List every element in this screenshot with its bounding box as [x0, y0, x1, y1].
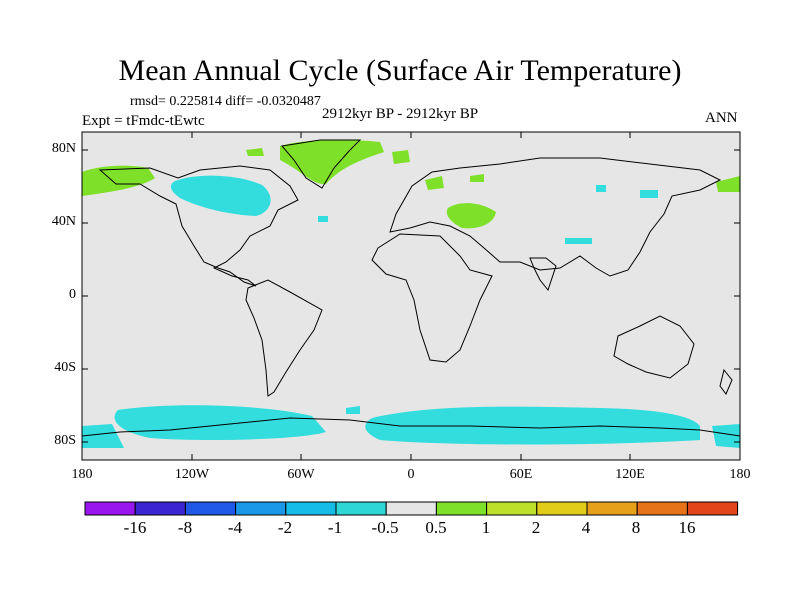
warm-anomaly-scandinavia	[425, 176, 444, 190]
colorbar-label: 2	[531, 518, 541, 537]
warm-anomaly-caspian	[446, 203, 496, 229]
colorbar-label: -0.5	[371, 518, 399, 537]
colorbar-label: 1	[481, 518, 491, 537]
colorbar-swatch	[134, 501, 186, 516]
lat-tick-label: 80N	[51, 141, 76, 156]
cool-anomaly-atlantic	[318, 216, 328, 222]
lat-tick-label: 40N	[51, 214, 76, 229]
rmsd-value: 0.225814	[169, 94, 222, 109]
coast-africa	[371, 233, 493, 363]
lon-tick-label: 120E	[615, 467, 645, 482]
lon-tick-label: 60E	[509, 467, 533, 482]
lon-tick-label: 60W	[287, 467, 315, 482]
cool-anomaly-south-atlantic	[346, 406, 360, 414]
cool-anomaly-antarctic-west	[82, 424, 124, 448]
colorbar	[84, 501, 739, 516]
warm-anomaly-greenland	[280, 139, 384, 185]
colorbar-label: 0.5	[425, 518, 447, 537]
coast-south-america	[245, 279, 323, 397]
colorbar-swatch	[486, 501, 538, 516]
experiment-label: Expt = tFmdc-tEwtc	[82, 113, 205, 129]
coastlines	[81, 139, 741, 437]
colorbar-swatch	[385, 501, 437, 516]
coast-eurasia	[389, 157, 722, 277]
colorbar-swatch	[536, 501, 588, 516]
colorbar-swatch	[335, 501, 387, 516]
period-label: 2912kyr BP - 2912kyr BP	[322, 106, 479, 122]
coast-australia	[613, 315, 695, 379]
warm-anomaly-alaska	[82, 165, 155, 196]
map-title: Mean Annual Cycle (Surface Air Temperatu…	[118, 54, 682, 87]
colorbar-swatch	[636, 501, 688, 516]
lat-tick-label: 40S	[54, 360, 76, 375]
colorbar-swatch	[84, 501, 136, 516]
colorbar-label: -1	[327, 518, 343, 537]
cool-anomaly-mongolia	[565, 238, 592, 244]
warm-anomaly-kara	[470, 174, 484, 182]
colorbar-label: -4	[227, 518, 243, 537]
colorbar-swatch	[184, 501, 237, 516]
lon-tick-label: 180	[729, 467, 751, 482]
season-label: ANN	[705, 110, 738, 126]
cool-anomaly-antarctic-pacific	[114, 405, 326, 440]
anomaly-patches	[82, 139, 740, 448]
colorbar-swatch	[586, 501, 638, 516]
coast-india	[529, 257, 557, 292]
colorbar-label: -8	[177, 518, 193, 537]
coast-antarctica	[81, 417, 741, 437]
lon-tick-label: 0	[407, 467, 415, 482]
stats-line: rmsd= 0.225814 diff= -0.0320487	[130, 94, 321, 110]
axis-ticks	[81, 132, 741, 460]
diff-label: diff=	[225, 94, 254, 109]
colorbar-label: 4	[581, 518, 591, 537]
colorbar-swatch	[686, 501, 739, 516]
lat-tick-label: 80S	[54, 433, 76, 448]
colorbar-swatch	[285, 501, 337, 516]
lon-tick-label: 120W	[174, 467, 210, 482]
cool-anomaly-antarctic-indian	[365, 406, 700, 445]
coast-north-america	[98, 165, 299, 287]
cool-anomaly-arctic-east	[596, 185, 606, 192]
colorbar-label: -2	[277, 518, 293, 537]
diff-value: -0.0320487	[256, 94, 321, 109]
cool-anomaly-siberia	[640, 190, 658, 198]
colorbar-swatch	[235, 501, 287, 516]
colorbar-label: -16	[123, 518, 147, 537]
warm-anomaly-bering	[716, 176, 740, 192]
rmsd-label: rmsd=	[130, 94, 166, 109]
cool-anomaly-antarctic-east	[712, 424, 740, 448]
warm-anomaly-barents	[392, 150, 410, 164]
lat-tick-label: 0	[69, 287, 76, 302]
coast-new-zealand	[719, 368, 733, 395]
colorbar-label: 8	[631, 518, 641, 537]
lon-tick-label: 180	[71, 467, 93, 482]
colorbar-label: 16	[678, 518, 696, 537]
cool-anomaly-north-america	[170, 175, 271, 216]
warm-anomaly-arctic-canada	[246, 148, 264, 156]
coast-greenland	[281, 139, 362, 189]
colorbar-swatch	[435, 501, 488, 516]
